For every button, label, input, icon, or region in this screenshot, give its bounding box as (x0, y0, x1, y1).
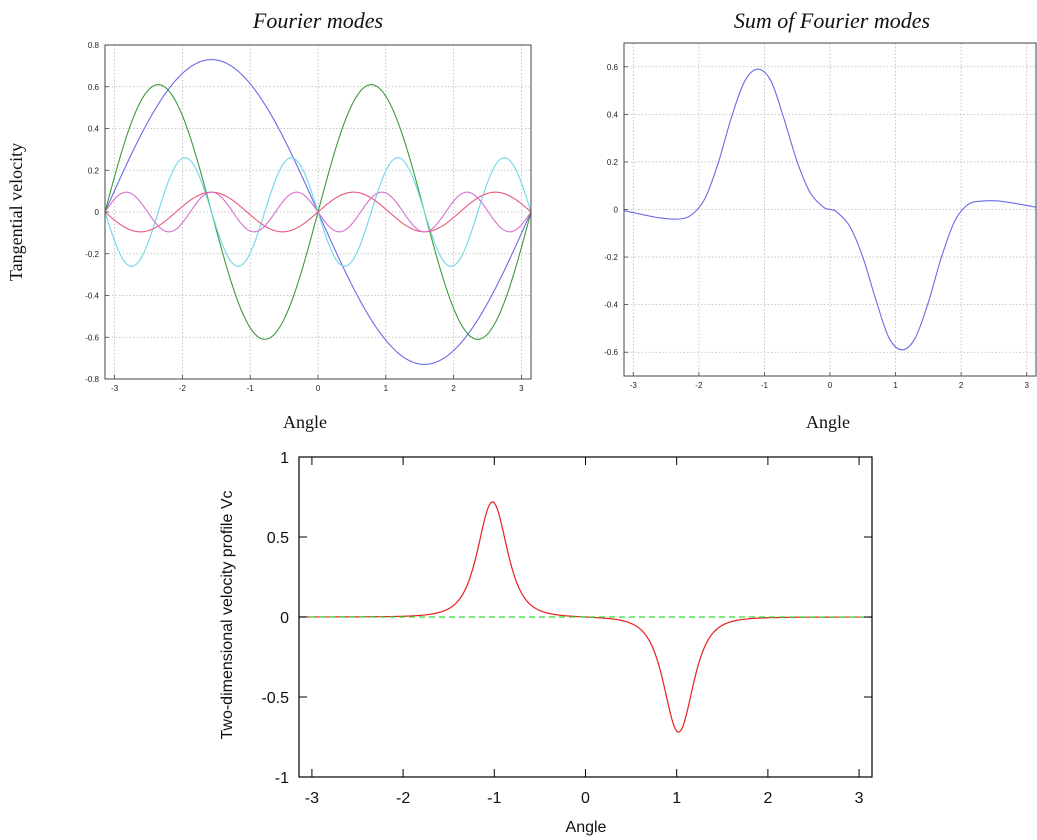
y-tick-label: -0.6 (85, 333, 99, 342)
x-tick-label: 3 (519, 384, 524, 393)
x-tick-label: 2 (959, 381, 964, 390)
y-tick-label: 1 (280, 450, 289, 467)
sum-fourier-modes-title: Sum of Fourier modes (734, 8, 930, 33)
sum-fourier-modes-xlabel: Angle (806, 412, 850, 432)
fourier-modes-ticks: -3 -2 -1 0 1 2 3 -0.8 -0.6 -0.4 -0.2 0 0.2 0.4 0.6 0.8 (85, 41, 524, 393)
x-tick-label: -3 (111, 384, 119, 393)
fourier-modes-lines (104, 59, 532, 365)
y-tick-label: -1 (275, 770, 289, 787)
x-tick-label: -2 (179, 384, 187, 393)
velocity-profile-chart: Two-dimensional velocity profile Vc Angl… (219, 450, 873, 836)
x-tick-label: -1 (247, 384, 255, 393)
x-tick-label: -1 (761, 381, 769, 390)
sum-fourier-modes-ticks: -3 -2 -1 0 1 2 3 -0.6 -0.4 -0.2 0 0.2 0.4 0.6 (604, 63, 1029, 390)
y-tick-label: -0.8 (85, 375, 99, 384)
x-tick-label: -3 (630, 381, 638, 390)
y-tick-label: 0 (95, 208, 100, 217)
y-tick-label: 0.2 (607, 158, 619, 167)
y-tick-label: -0.2 (604, 253, 618, 262)
y-tick-label: 0.4 (88, 125, 100, 134)
y-tick-label: 0.6 (607, 63, 619, 72)
y-tick-label: -0.2 (85, 250, 99, 259)
x-tick-label: -1 (487, 790, 501, 807)
fourier-modes-xlabel: Angle (283, 412, 327, 432)
x-tick-label: 3 (1024, 381, 1029, 390)
x-tick-label: 2 (763, 790, 772, 807)
x-tick-label: 0 (316, 384, 321, 393)
x-tick-label: 1 (672, 790, 681, 807)
x-tick-label: 0 (828, 381, 833, 390)
velocity-profile-xlabel: Angle (566, 819, 607, 836)
y-tick-label: 0.6 (88, 83, 100, 92)
y-tick-label: 0.5 (267, 530, 289, 547)
fourier-modes-chart: Fourier modes Tangential velocity Angle … (6, 8, 532, 432)
velocity-profile-ticks: -3 -2 -1 0 1 2 3 -1 -0.5 0 0.5 1 (261, 450, 872, 807)
x-tick-label: 1 (384, 384, 389, 393)
y-tick-label: 0.4 (607, 110, 619, 119)
y-tick-label: -0.4 (604, 301, 618, 310)
y-tick-label: -0.6 (604, 348, 618, 357)
x-tick-label: 0 (581, 790, 590, 807)
velocity-profile-ylabel: Two-dimensional velocity profile Vc (219, 491, 236, 740)
y-tick-label: 0 (614, 206, 619, 215)
y-tick-label: -0.5 (261, 690, 289, 707)
mode-line (104, 191, 532, 233)
sum-fourier-modes-grid (624, 43, 1036, 376)
sum-fourier-modes-chart: Sum of Fourier modes Angle -3 -2 -1 0 1 2 3 -0.… (604, 8, 1037, 432)
sum-line (623, 68, 1036, 351)
x-tick-label: -2 (695, 381, 703, 390)
velocity-profile-lines (299, 501, 872, 733)
left-ylabel: Tangential velocity (6, 143, 26, 281)
x-tick-label: 3 (855, 790, 864, 807)
x-tick-label: -3 (305, 790, 319, 807)
x-tick-label: -2 (396, 790, 410, 807)
y-tick-label: 0 (280, 610, 289, 627)
x-tick-label: 1 (893, 381, 898, 390)
sum-fourier-modes-lines (623, 68, 1036, 351)
y-tick-label: -0.4 (85, 292, 99, 301)
y-tick-label: 0.2 (88, 166, 100, 175)
y-tick-label: 0.8 (88, 41, 100, 50)
x-tick-label: 2 (451, 384, 456, 393)
fourier-modes-title: Fourier modes (252, 8, 383, 33)
